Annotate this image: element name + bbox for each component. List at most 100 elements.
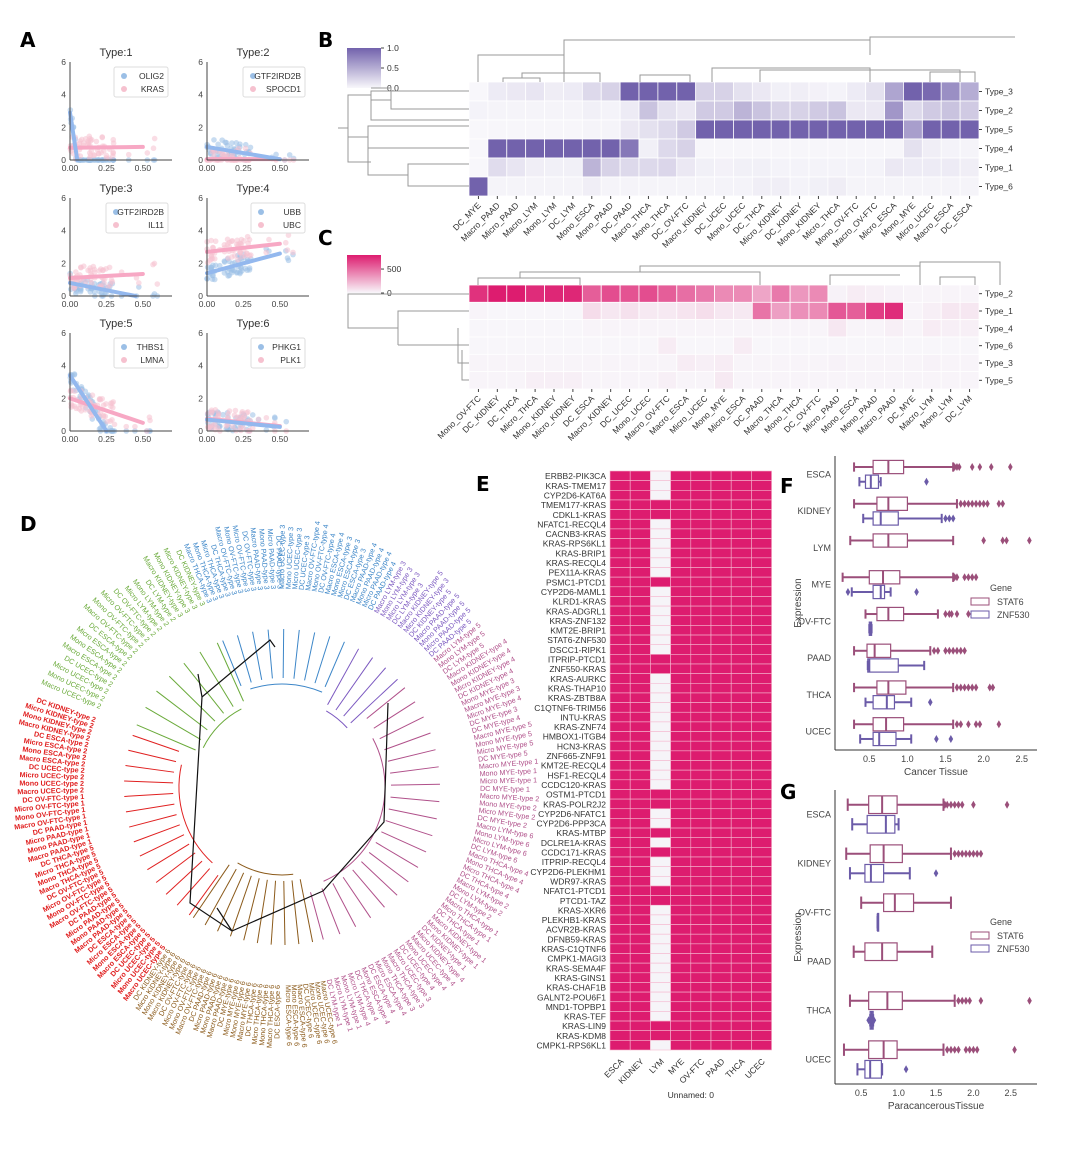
- y-tick-label: 6: [61, 57, 66, 67]
- matrix-cell: [629, 673, 651, 684]
- box: [853, 680, 996, 695]
- matrix-cell: [710, 644, 732, 655]
- outlier-point: [954, 683, 960, 692]
- category-label: OV-FTC: [798, 616, 831, 626]
- matrix-cell: [609, 847, 631, 858]
- dendrogram-branch: [371, 99, 469, 110]
- matrix-cell: [690, 625, 712, 636]
- series-stat6: [841, 459, 1032, 732]
- outlier-point: [958, 683, 964, 692]
- scatter-point: [284, 247, 291, 253]
- colorbar: 1.0 0.5 0.0: [347, 43, 399, 93]
- matrix-cell: [650, 528, 671, 539]
- matrix-cell: [751, 615, 772, 626]
- matrix-cell: [730, 866, 752, 877]
- matrix-cell: [690, 982, 712, 993]
- row-label: C1QTNF6-TRIM56: [534, 703, 606, 713]
- dendrogram-branch: [147, 843, 190, 871]
- dendrogram-branch: [929, 71, 976, 82]
- iqr-box: [866, 814, 896, 834]
- outlier-point: [943, 646, 948, 655]
- matrix-cell: [670, 480, 692, 491]
- heatmap-cell: [921, 81, 942, 102]
- heatmap-cell: [600, 100, 621, 121]
- matrix-cell: [609, 711, 631, 723]
- scatter-point: [242, 252, 249, 259]
- heatmap-cell: [525, 157, 545, 178]
- heatmap-cell: [808, 284, 829, 303]
- outlier-point: [943, 610, 948, 619]
- heatmap-cell: [714, 284, 734, 303]
- matrix-cell: [650, 943, 671, 954]
- row-label: KRAS-XKR6: [558, 905, 606, 915]
- legend-marker-pink: [121, 86, 127, 92]
- y-tick-label: 6: [61, 328, 66, 338]
- matrix-cell: [629, 1011, 651, 1022]
- dendrogram-branch: [361, 861, 398, 896]
- box: [853, 643, 967, 658]
- outlier-point: [958, 646, 964, 655]
- matrix-cell: [710, 750, 732, 761]
- matrix-cell: [751, 634, 772, 645]
- matrix-cell: [609, 856, 631, 867]
- box: [841, 570, 979, 585]
- matrix-cell: [609, 1030, 631, 1041]
- heatmap-cell: [865, 81, 885, 102]
- heatmap-cell: [733, 138, 753, 159]
- heatmap-cell: [525, 176, 545, 197]
- legend-marker-blue: [121, 73, 127, 79]
- matrix-cell: [650, 982, 671, 993]
- box: [866, 1010, 877, 1030]
- box: [845, 844, 984, 864]
- heatmap-cell: [695, 371, 715, 390]
- matrix-cell: [730, 663, 752, 674]
- iqr-box: [876, 606, 905, 622]
- iqr-box: [872, 717, 905, 732]
- heatmap-cell: [525, 100, 545, 121]
- matrix-cell: [690, 808, 712, 819]
- matrix-cell: [751, 1040, 772, 1051]
- matrix-cell: [751, 1020, 772, 1031]
- regression-line-pink: [68, 396, 145, 425]
- box: [842, 1040, 1017, 1060]
- legend-label: UBB: [284, 207, 302, 217]
- matrix-cell: [690, 740, 712, 752]
- heatmap-cell: [789, 336, 810, 355]
- heatmap-cell: [733, 336, 753, 355]
- outlier-point: [1008, 463, 1013, 472]
- heatmap-cell: [695, 301, 715, 321]
- matrix-cell: [710, 769, 732, 781]
- subplot-title: Type:3: [99, 183, 132, 195]
- outlier-point: [974, 849, 980, 858]
- matrix-cell: [730, 847, 752, 858]
- heatmap-cell: [808, 301, 829, 321]
- matrix-cell: [690, 818, 712, 829]
- heatmap-cell: [525, 353, 545, 373]
- outlier-point: [969, 463, 975, 472]
- x-tick-label: 0.50: [135, 299, 152, 309]
- matrix-cell: [650, 818, 671, 829]
- matrix-cell: [730, 625, 752, 636]
- matrix-cell: [629, 924, 651, 935]
- heatmap-cell: [865, 138, 885, 159]
- matrix-cell: [609, 596, 631, 607]
- matrix-cell: [629, 866, 651, 877]
- heatmap-cell: [506, 336, 527, 355]
- matrix-cell: [730, 856, 752, 867]
- matrix-cell: [650, 538, 671, 549]
- legend-swatch-znf530: [970, 610, 990, 619]
- matrix-cell: [670, 702, 692, 713]
- matrix-cell: [629, 1040, 651, 1051]
- matrix-cell: [710, 586, 732, 597]
- heatmap-cell: [903, 353, 923, 373]
- heatmap-cell: [846, 176, 867, 197]
- scatter-point: [232, 407, 239, 414]
- outlier-point: [903, 1065, 909, 1074]
- matrix-cell: [609, 972, 631, 983]
- legend: Gene STAT6 ZNF530: [970, 583, 1030, 620]
- matrix-cell: [730, 518, 752, 530]
- row-label: KRAS-THAP10: [548, 683, 606, 693]
- heatmap-cell: [506, 138, 527, 159]
- box: [853, 496, 1005, 511]
- scatter-point: [224, 268, 231, 275]
